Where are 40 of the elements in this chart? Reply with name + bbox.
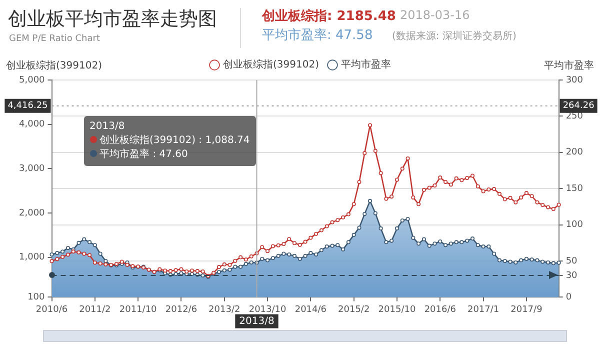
text: 平均市盈率: 47.58 xyxy=(262,27,373,44)
ref-line-label: 264.26 xyxy=(562,101,595,112)
legend-label: 平均市盈率 xyxy=(340,58,391,71)
y2-tick-label: 200 xyxy=(566,148,584,158)
y2-tick-label: 300 xyxy=(566,75,584,86)
x-tick-label: 2017/9 xyxy=(510,304,543,315)
x-tick-label: 2014/6 xyxy=(294,304,327,315)
y2-tick-label: 100 xyxy=(566,220,584,230)
text: (数据来源: 深圳证券交易所) xyxy=(392,30,516,43)
chart-title: 创业板平均市盈率走势图 xyxy=(8,7,217,32)
text: 创业板综指: 2185.48 xyxy=(262,8,396,25)
annotation: 2013/8 xyxy=(90,120,126,134)
y-tick-label: 4,000 xyxy=(19,120,46,130)
chart-subtitle: GEM P/E Ratio Chart xyxy=(9,34,100,44)
annotation: 平均市盈率 : 47.60 xyxy=(100,149,188,160)
y-tick-label: 1,000 xyxy=(19,252,46,263)
x-tick-label: 2011/2 xyxy=(79,304,111,315)
text: 2018-03-16 xyxy=(400,8,470,22)
ref-line-label: 4,416.25 xyxy=(8,101,48,112)
y2-tick-label: 150 xyxy=(566,184,584,194)
y-tick-label: 3,000 xyxy=(19,164,46,174)
x-tick-label: 2012/6 xyxy=(165,304,198,315)
annotation: 创业板综指(399102) : 1,088.74 xyxy=(100,135,250,146)
y-tick-label: 5,000 xyxy=(19,75,46,86)
y2-tick-label: 50 xyxy=(566,256,578,266)
x-tick-label: 2015/2 xyxy=(338,304,370,315)
y2-tick-label: 30 xyxy=(566,270,578,281)
legend-label: 创业板综指(399102) xyxy=(223,58,320,71)
y2-axis-title: 平均市盈率 xyxy=(544,60,594,72)
x-tick-label: 2017/1 xyxy=(467,304,500,315)
y-axis-title: 创业板综指(399102) xyxy=(6,60,102,72)
x-tick-label: 2016/6 xyxy=(424,304,456,315)
x-tick-label: 2011/10 xyxy=(119,304,158,315)
y-tick-label: 100 xyxy=(28,292,46,303)
y-tick-label: 2,000 xyxy=(19,208,46,218)
x-tick-label: 2010/6 xyxy=(36,304,68,315)
x-tick-label: 2013/2 xyxy=(208,304,240,315)
y2-tick-label: 0 xyxy=(566,292,572,303)
x-tick-label: 2013/10 xyxy=(248,304,286,315)
x-tick-label: 2015/10 xyxy=(378,304,416,315)
